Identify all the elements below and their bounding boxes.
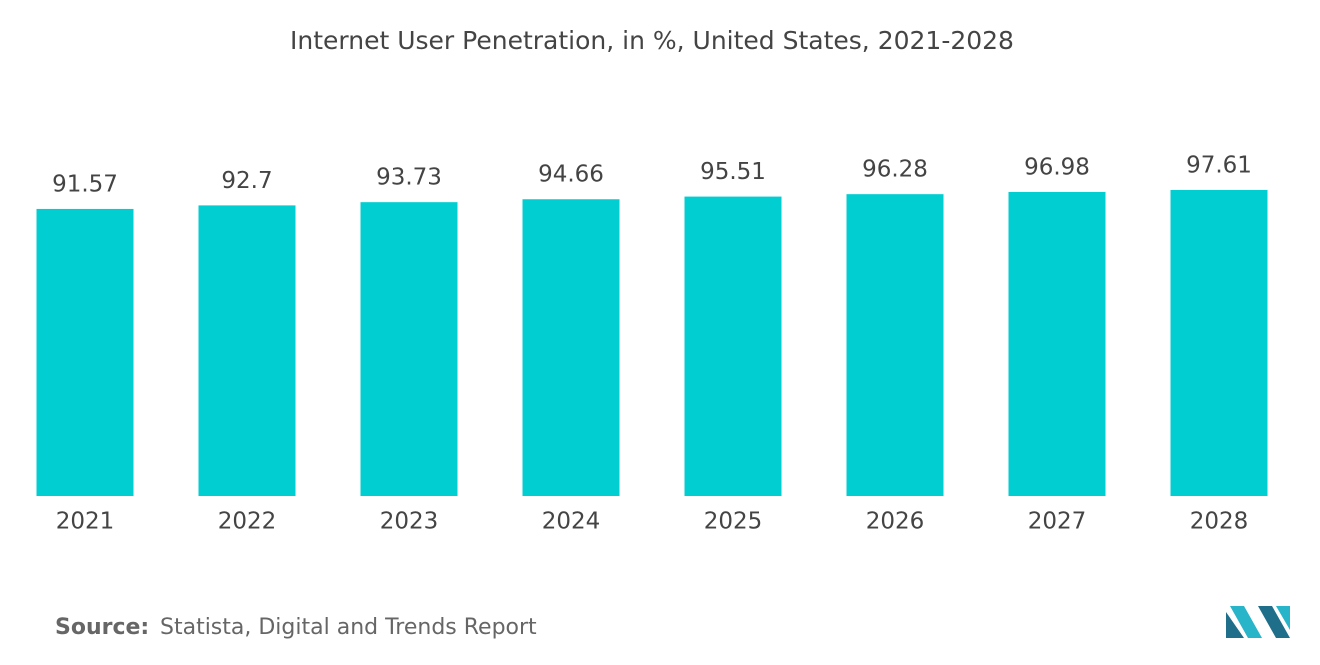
x-tick-label: 2027 (1028, 509, 1087, 535)
x-tick-label: 2025 (704, 509, 763, 535)
chart-title: Internet User Penetration, in %, United … (290, 26, 1014, 55)
bar (1170, 190, 1268, 496)
x-tick-label: 2021 (56, 509, 115, 535)
x-tick-label: 2024 (542, 509, 601, 535)
x-tick-label: 2028 (1190, 509, 1249, 535)
bar (684, 196, 782, 496)
x-tick-label: 2026 (866, 509, 925, 535)
x-tick-label: 2023 (380, 509, 439, 535)
data-label: 97.61 (1186, 153, 1252, 179)
data-label: 96.28 (862, 157, 928, 183)
bar (198, 205, 296, 496)
data-label: 94.66 (538, 162, 604, 188)
bar (360, 202, 458, 496)
source-text: Statista, Digital and Trends Report (160, 615, 537, 640)
data-label: 96.98 (1024, 154, 1090, 180)
source-label: Source: (55, 615, 149, 640)
data-label: 91.57 (52, 171, 118, 197)
bar (1008, 191, 1106, 496)
data-label: 92.7 (221, 168, 272, 194)
bar (846, 194, 944, 497)
bar (522, 199, 620, 496)
data-label: 95.51 (700, 159, 766, 185)
x-tick-label: 2022 (218, 509, 277, 535)
logo (1226, 606, 1290, 638)
data-label: 93.73 (376, 165, 442, 191)
bar (36, 208, 134, 497)
